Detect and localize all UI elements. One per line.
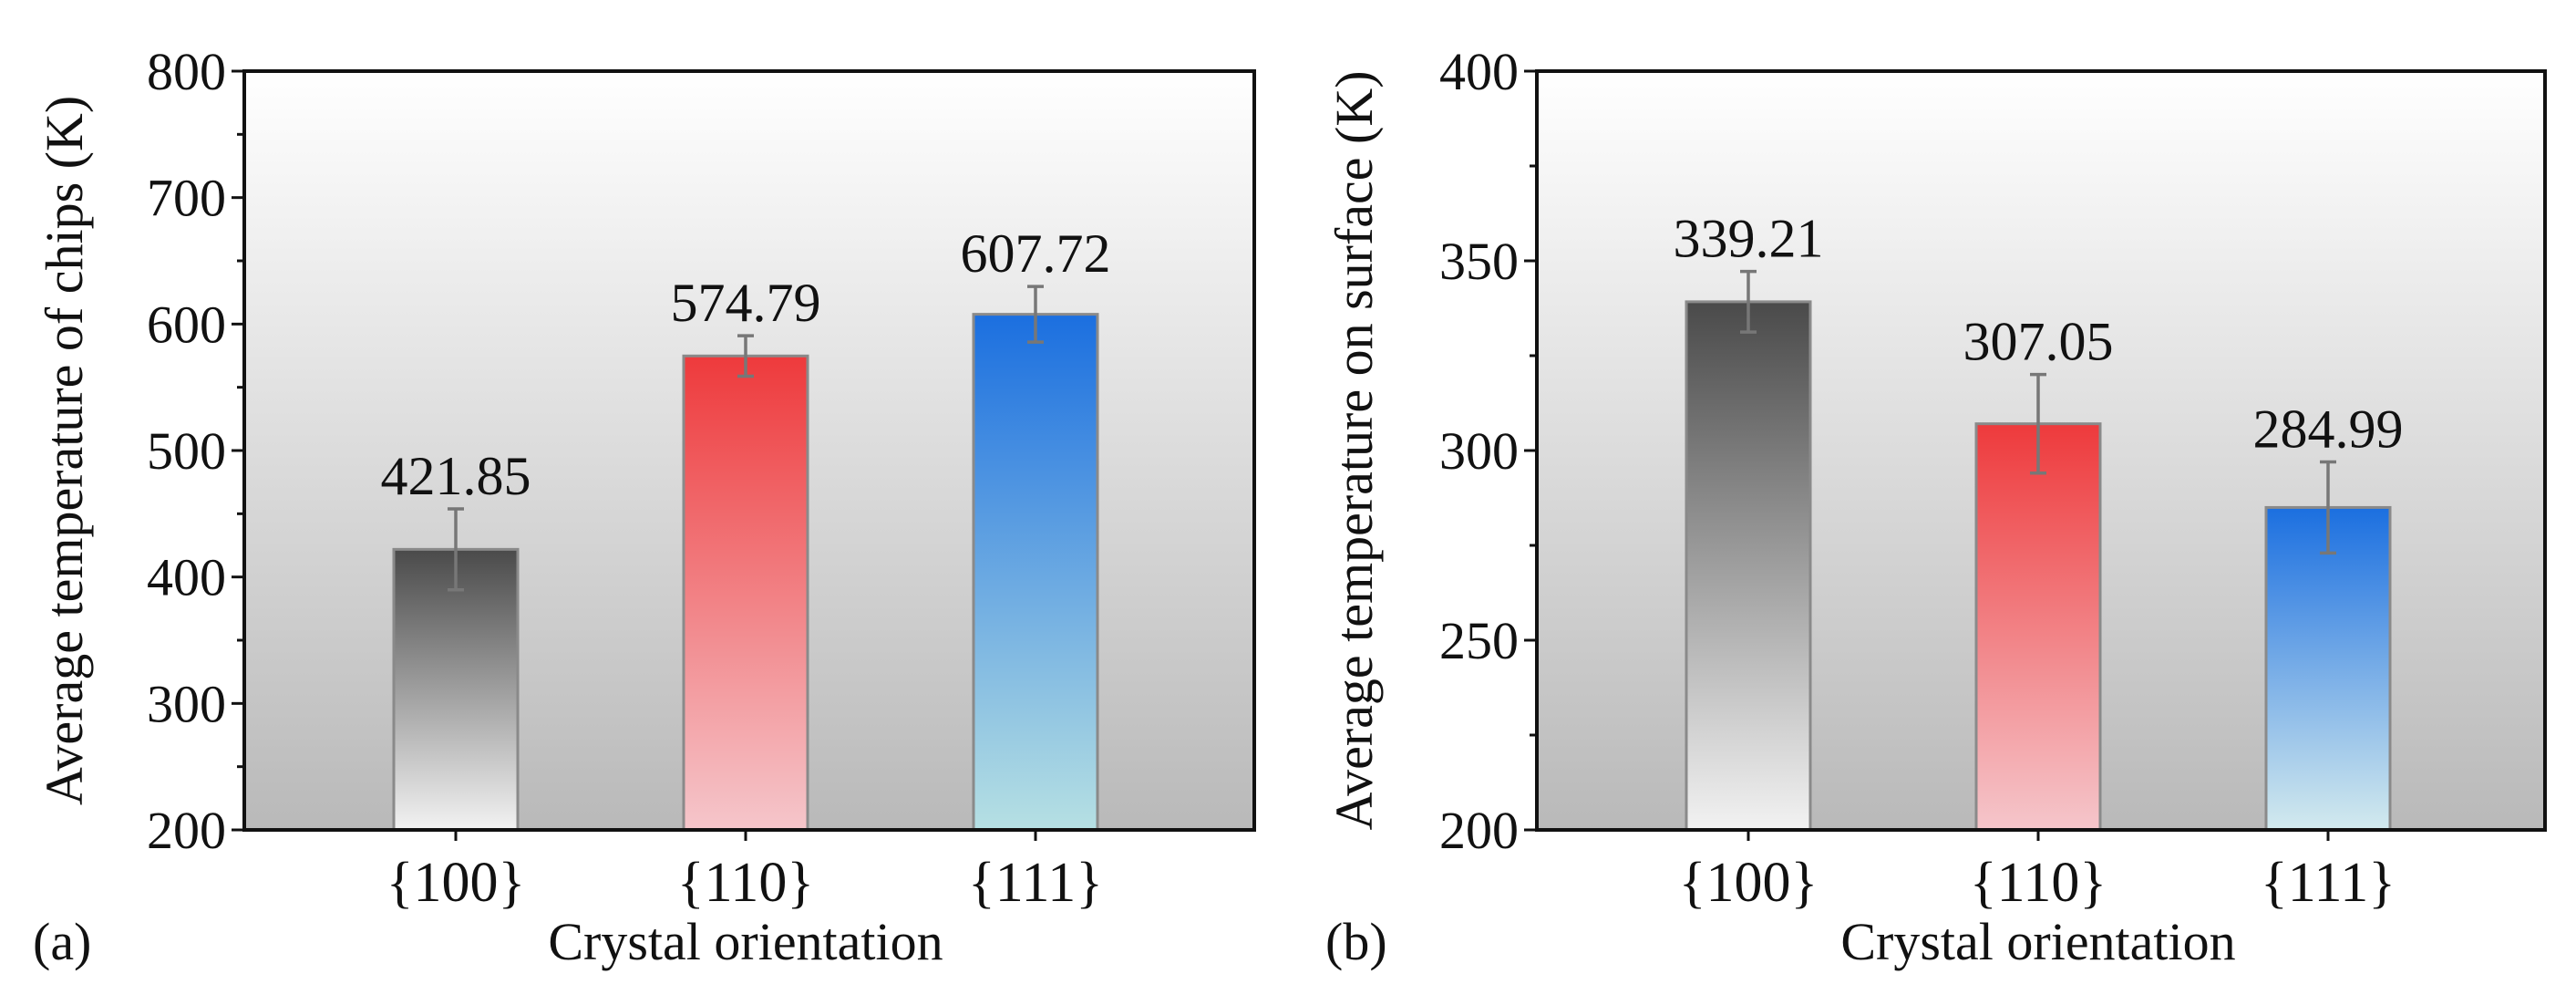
y-tick-label: 800 — [147, 42, 226, 101]
chart-panel-a: 200 300 400 500 600 700 800 421.85 574.79 607.72… — [33, 42, 1256, 971]
bar-111 — [972, 313, 1099, 832]
y-tick-label: 400 — [1439, 42, 1519, 101]
chart-panel-b: 200 250 300 350 400 339.21 307.05 284.99 {100}… — [1324, 42, 2547, 971]
bar-110 — [1974, 422, 2102, 832]
bar-111 — [2264, 505, 2392, 832]
y-tick-label: 250 — [1439, 611, 1519, 670]
bar-100 — [392, 547, 520, 832]
value-labels: 421.85 574.79 607.72 — [381, 223, 1111, 506]
value-label: 307.05 — [1963, 312, 2114, 372]
y-axis-ticks: 200 250 300 350 400 — [1439, 42, 2330, 860]
x-axis-title: Crystal orientation — [548, 912, 943, 971]
value-labels: 339.21 307.05 284.99 — [1674, 209, 2404, 460]
x-tick-label: {110} — [677, 852, 814, 914]
bar-100 — [1685, 300, 1812, 832]
y-tick-label: 200 — [147, 801, 226, 860]
value-label: 284.99 — [2253, 399, 2404, 460]
x-tick-label: {110} — [1970, 852, 2107, 914]
panel-label-b: (b) — [1325, 912, 1387, 971]
error-bars-group — [1740, 269, 2336, 555]
y-tick-label: 350 — [1439, 232, 1519, 291]
value-label: 574.79 — [671, 273, 821, 333]
y-axis-title: Average temperature on surface (K) — [1324, 70, 1384, 830]
x-tick-label: {100} — [1679, 852, 1819, 914]
panel-label-a: (a) — [33, 912, 91, 971]
y-tick-label: 200 — [1439, 801, 1519, 860]
x-tick-label: {111} — [968, 852, 1103, 914]
y-axis-title: Average temperature of chips (K) — [35, 96, 94, 805]
x-tick-label: {100} — [386, 852, 526, 914]
y-tick-label: 300 — [147, 674, 226, 733]
category-labels: {100} {110} {111} — [386, 852, 1103, 914]
y-tick-label: 600 — [147, 295, 226, 354]
value-label: 339.21 — [1674, 209, 1824, 269]
y-tick-label: 700 — [147, 169, 226, 228]
value-label: 607.72 — [961, 223, 1111, 284]
x-tick-label: {111} — [2261, 852, 2396, 914]
y-tick-label: 500 — [147, 421, 226, 481]
value-label: 421.85 — [381, 446, 531, 506]
y-tick-label: 300 — [1439, 421, 1519, 481]
y-tick-label: 400 — [147, 548, 226, 607]
x-axis-title: Crystal orientation — [1840, 912, 2235, 971]
error-bars-group — [448, 285, 1044, 592]
bar-110 — [682, 354, 809, 832]
category-labels: {100} {110} {111} — [1679, 852, 2396, 914]
plot-frame — [242, 69, 1256, 832]
plot-frame — [1535, 69, 2547, 832]
y-axis-ticks: 200 300 400 500 600 700 800 — [147, 42, 1037, 860]
